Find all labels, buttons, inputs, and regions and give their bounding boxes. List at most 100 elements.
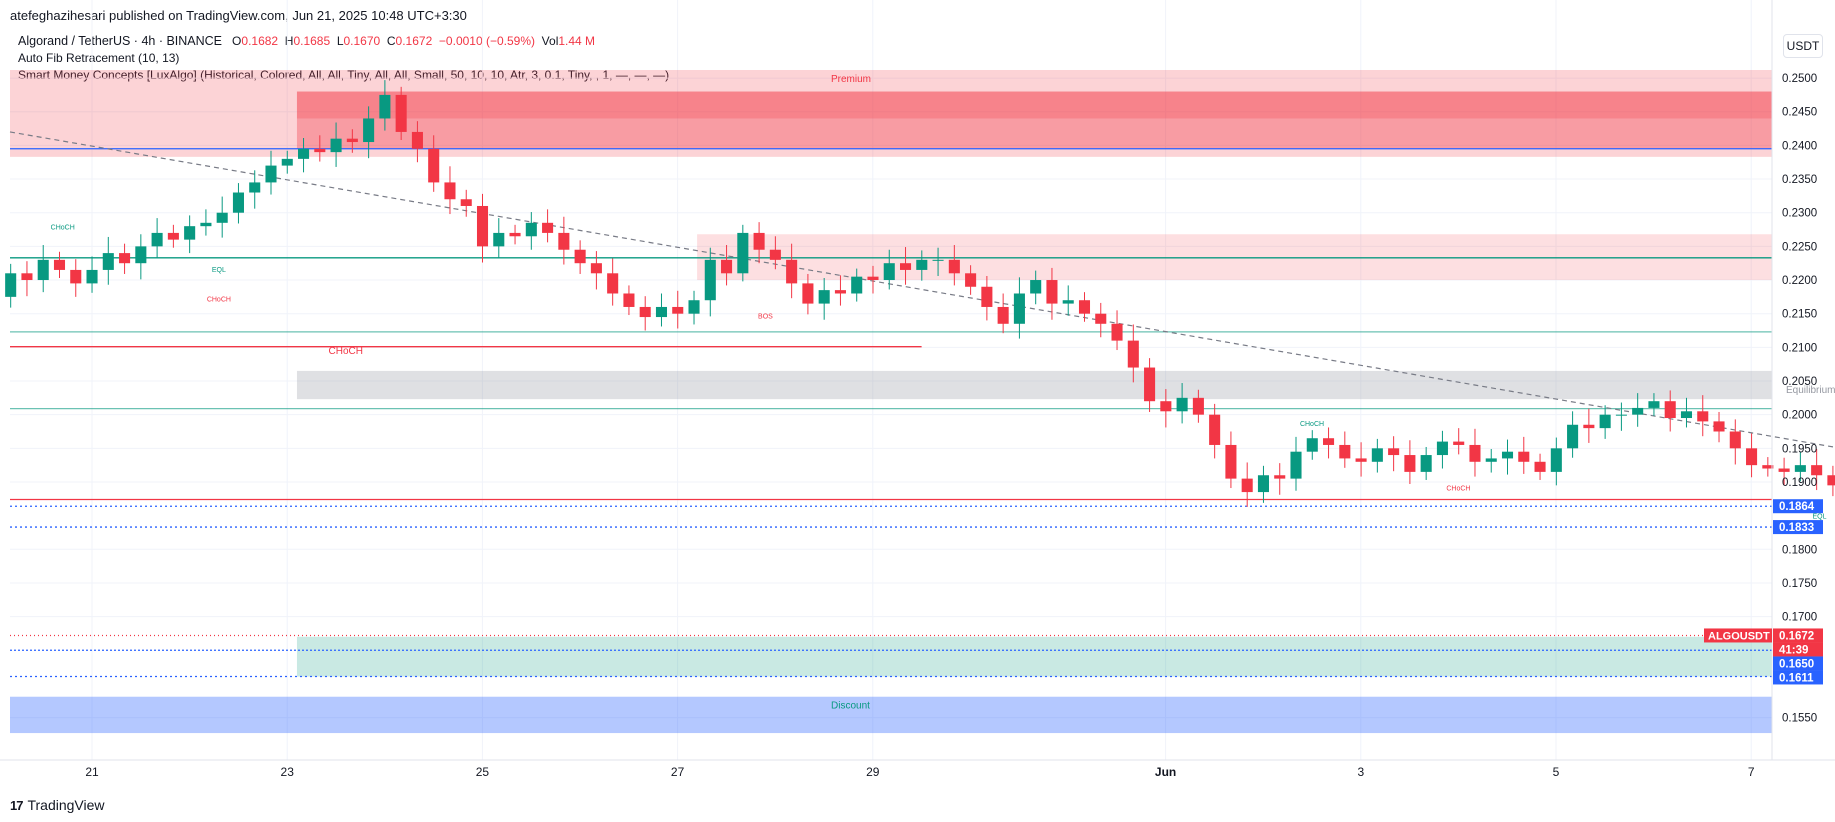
candle-body	[574, 249, 586, 264]
candle-body	[330, 138, 342, 153]
publish-line: atefeghazihesari published on TradingVie…	[10, 8, 467, 23]
candle-body	[200, 222, 212, 227]
candle-body	[753, 232, 765, 250]
candle-body	[1697, 411, 1709, 422]
candle-body	[688, 300, 700, 314]
candle-body	[542, 222, 554, 233]
candle-body	[21, 273, 33, 281]
candle-body	[1827, 475, 1835, 486]
price-tick-label: 0.2350	[1782, 174, 1817, 186]
candle-body	[1013, 293, 1025, 324]
candle-body	[834, 290, 846, 294]
candle-body	[1371, 448, 1383, 462]
time-tick-label: 25	[476, 765, 490, 779]
symbol-tag: ALGOUSDT	[1708, 630, 1770, 642]
candle-body	[1664, 401, 1676, 419]
candle-body	[607, 273, 619, 294]
change-value: −0.0010 (−0.59%)	[438, 34, 535, 48]
price-label-box	[1773, 670, 1823, 685]
indicator-fib[interactable]: Auto Fib Retracement (10, 13)	[18, 51, 180, 65]
close-label: C	[386, 34, 396, 48]
candle-body	[151, 232, 163, 247]
candle-body	[167, 232, 179, 240]
candle-body	[737, 232, 749, 274]
candle-body	[509, 232, 521, 237]
time-tick-label: 7	[1748, 765, 1755, 779]
close-value: 0.1672	[395, 34, 433, 48]
candle-body	[232, 192, 244, 213]
price-tick-label: 0.2200	[1782, 275, 1817, 287]
candle-body	[1290, 451, 1302, 479]
price-tick-label: 0.2100	[1782, 342, 1817, 354]
price-tick-label: 0.1950	[1782, 443, 1817, 455]
candle-body	[216, 212, 228, 223]
time-tick-label: 21	[85, 765, 99, 779]
candle-body	[1583, 424, 1595, 429]
candle-body	[1030, 280, 1042, 294]
candle-body	[1225, 444, 1237, 479]
candle-body	[851, 276, 863, 294]
candle-body	[119, 253, 131, 264]
price-label-text: 0.1611	[1779, 672, 1814, 684]
open-value: 0.1682	[241, 34, 279, 48]
candle-body	[1632, 407, 1644, 415]
price-label-box	[1773, 656, 1823, 671]
candle-body	[1111, 323, 1123, 341]
price-label-text: 0.1833	[1779, 522, 1814, 534]
candle-body	[1420, 455, 1432, 472]
currency-button[interactable]: USDT	[1783, 34, 1823, 58]
horizontal-levels	[10, 148, 1772, 678]
tradingview-logo[interactable]: 17 TradingView	[10, 797, 105, 813]
price-label-text: 0.1672	[1779, 630, 1814, 642]
candle-body	[802, 283, 814, 304]
candle-body	[86, 269, 98, 284]
candle-body	[1046, 280, 1058, 304]
candle-body	[1241, 478, 1253, 493]
candle-body	[867, 276, 879, 281]
candle-body	[1323, 438, 1335, 445]
low-value: 0.1670	[343, 34, 381, 48]
structure-label: EQL	[1813, 513, 1827, 520]
candle-body	[1615, 414, 1627, 416]
candle-body	[639, 306, 651, 318]
candle-body	[1062, 300, 1074, 304]
low-label: L	[336, 34, 344, 48]
zone	[296, 636, 1773, 677]
candle-body	[1355, 458, 1367, 462]
volume-label: Vol	[541, 34, 559, 48]
structure-label: EQL	[212, 267, 226, 274]
candle-body	[965, 273, 977, 287]
tradingview-brand: TradingView	[27, 797, 105, 813]
price-tick-label: 0.2300	[1782, 208, 1817, 220]
candle-body	[411, 131, 423, 149]
price-labels: 0.1864 0.1833 0.1672 41:39 0.1650 0.1611 ALGOU…	[1704, 499, 1823, 685]
candle-body	[899, 263, 912, 270]
candle-body	[476, 205, 489, 247]
candle-body	[1713, 421, 1725, 432]
price-tick-label: 0.2000	[1782, 410, 1817, 422]
candle-body	[786, 259, 798, 284]
candle-body	[1257, 475, 1269, 493]
candle-body	[655, 306, 668, 318]
candle-body	[1306, 438, 1318, 452]
candle-body	[1388, 448, 1400, 456]
candle-body	[1794, 465, 1806, 472]
candle-body	[1648, 401, 1660, 408]
open-label: O	[232, 34, 242, 48]
candle-body	[1078, 300, 1091, 314]
zone	[296, 370, 1773, 400]
candle-body	[1274, 475, 1286, 479]
candle-body	[1192, 397, 1204, 415]
price-label-box	[1773, 642, 1823, 657]
candle-body	[102, 253, 114, 270]
candle-body	[1567, 424, 1579, 449]
symbol-name[interactable]: Algorand / TetherUS · 4h · BINANCE	[18, 34, 223, 48]
candle-body	[281, 158, 293, 166]
chart-legend: Algorand / TetherUS · 4h · BINANCE O0.16…	[18, 33, 669, 84]
time-tick-label: Jun	[1155, 765, 1176, 779]
price-label-box	[1773, 499, 1823, 514]
price-tick-label: 0.2250	[1782, 241, 1817, 253]
candle-body	[265, 165, 277, 183]
symbol-tag-box	[1704, 628, 1772, 643]
